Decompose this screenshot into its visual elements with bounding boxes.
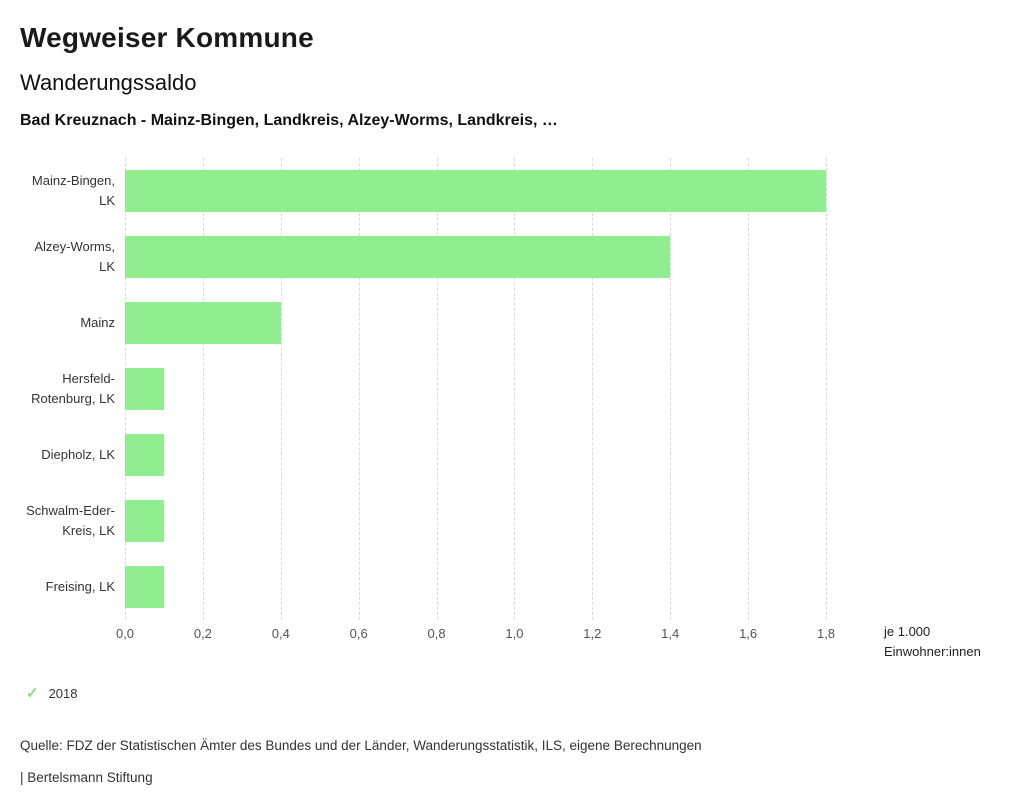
legend[interactable]: ✓ 2018 (26, 684, 1004, 702)
chart-title: Wanderungssaldo (20, 70, 197, 95)
x-tick-label: 0,4 (271, 626, 290, 641)
bar-track (125, 302, 826, 344)
bar-track (125, 236, 826, 278)
gridline (748, 158, 750, 620)
bar-track (125, 500, 826, 542)
source-text: Quelle: FDZ der Statistischen Ämter des … (20, 738, 702, 753)
check-icon: ✓ (26, 685, 39, 702)
x-tick-label: 0,0 (115, 626, 135, 641)
bar-track (125, 566, 826, 608)
brand-text: | Bertelsmann Stiftung (20, 770, 153, 785)
category-label: Freising, LK (45, 578, 115, 594)
plot-area: Mainz-Bingen, LK Alzey-Worms, LK Mainz Hers… (20, 158, 827, 620)
gridline (202, 158, 204, 620)
chart-row: Hersfeld-Rotenburg, LK (20, 356, 826, 422)
chart-row: Schwalm-Eder-Kreis, LK (20, 488, 826, 554)
gridline (280, 158, 282, 620)
x-tick-label: 1,8 (816, 626, 836, 641)
chart-row: Alzey-Worms, LK (20, 224, 826, 290)
bar[interactable] (125, 368, 164, 410)
category-label: Mainz-Bingen, LK (31, 172, 115, 208)
bar-rows: Mainz-Bingen, LK Alzey-Worms, LK Mainz Hers… (20, 158, 826, 620)
bar[interactable] (125, 170, 826, 212)
x-tick-label: 1,4 (661, 626, 680, 641)
bar[interactable] (125, 566, 164, 608)
axis-unit-line1: je 1.000 (884, 624, 931, 639)
gridline (358, 158, 360, 620)
bar-track (125, 368, 826, 410)
category-label: Schwalm-Eder-Kreis, LK (26, 502, 115, 538)
bar[interactable] (125, 302, 281, 344)
x-tick-label: 1,2 (583, 626, 602, 641)
axis-unit-line2: Einwohner:innen (884, 644, 981, 659)
page-title: Wegweiser Kommune (20, 22, 314, 53)
category-label: Mainz (80, 314, 115, 330)
x-tick-label: 1,6 (739, 626, 758, 641)
x-axis: je 1.000 Einwohner:innen 0,0 0,2 0,4 0,6 0,8… (116, 620, 981, 659)
category-label: Alzey-Worms, LK (34, 238, 115, 274)
bar[interactable] (125, 500, 164, 542)
category-label: Hersfeld-Rotenburg, LK (31, 370, 115, 406)
bar-track (125, 434, 826, 476)
x-tick-label: 0,6 (349, 626, 368, 641)
chart-comparison: Bad Kreuznach - Mainz-Bingen, Landkreis,… (20, 112, 558, 129)
category-label: Diepholz, LK (41, 446, 115, 462)
x-tick-label: 0,8 (427, 626, 446, 641)
bar-track (125, 170, 826, 212)
bar[interactable] (125, 236, 671, 278)
gridline (592, 158, 594, 620)
chart-row: Mainz (20, 290, 826, 356)
axis-unit-label: je 1.000 Einwohner:innen (884, 622, 1024, 662)
gridline (826, 158, 827, 620)
chart-row: Diepholz, LK (20, 422, 826, 488)
x-tick-label: 1,0 (505, 626, 524, 641)
chart-row: Mainz-Bingen, LK (20, 158, 826, 224)
bar-chart: Mainz-Bingen, LK Alzey-Worms, LK Mainz Hers… (20, 158, 981, 659)
gridline (436, 158, 438, 620)
legend-year-label: 2018 (48, 685, 78, 701)
chart-row: Freising, LK (20, 554, 826, 620)
bar[interactable] (125, 434, 164, 476)
gridline (670, 158, 672, 620)
x-tick-label: 0,2 (193, 626, 212, 641)
gridline (514, 158, 516, 620)
